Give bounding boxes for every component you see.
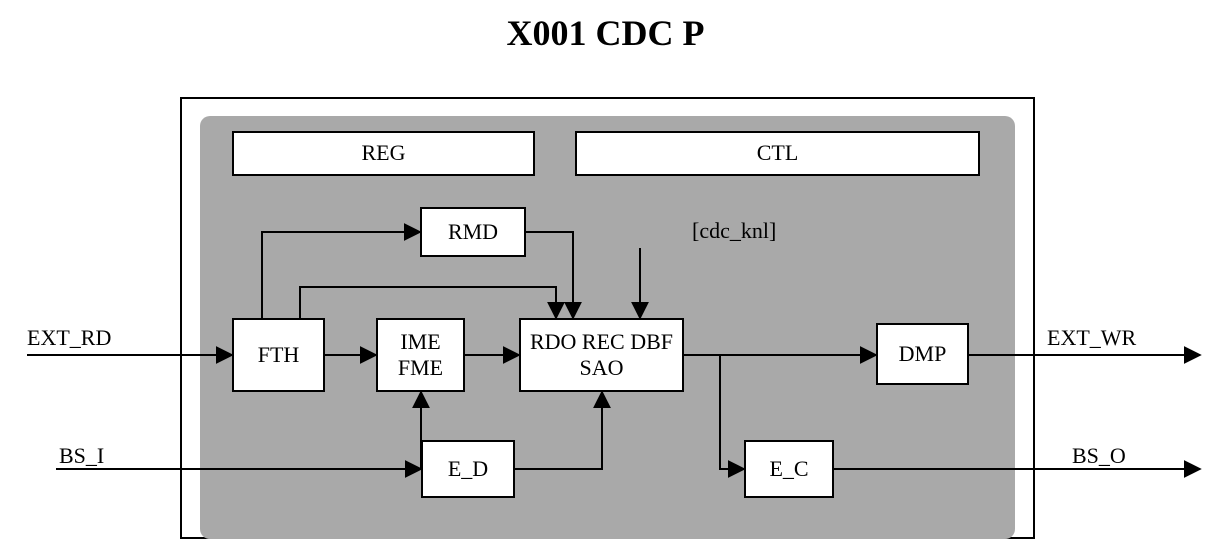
edge-RMD>RDO: [526, 232, 573, 318]
edges-layer: [0, 0, 1211, 539]
node-rmd: RMD: [420, 207, 526, 257]
node-ime: IME FME: [376, 318, 465, 392]
edge-RDO>EC: [684, 355, 744, 469]
node-ctl: CTL: [575, 131, 980, 176]
node-fth: FTH: [232, 318, 325, 392]
edge-FTH>RDO_top: [300, 287, 556, 318]
label-bs_i: BS_I: [59, 443, 104, 469]
node-ec: E_C: [744, 440, 834, 498]
label-cdc_knl: [cdc_knl]: [692, 218, 776, 244]
node-dmp: DMP: [876, 323, 969, 385]
node-reg: REG: [232, 131, 535, 176]
node-rdo: RDO REC DBF SAO: [519, 318, 684, 392]
node-ed: E_D: [421, 440, 515, 498]
label-bs_o: BS_O: [1072, 443, 1126, 469]
label-ext_wr: EXT_WR: [1047, 325, 1136, 351]
edge-ED>RDO: [515, 392, 602, 469]
diagram-canvas: X001 CDC PREGCTLRMDFTHIME FMERDO REC DBF…: [0, 0, 1211, 539]
edge-FTH>RMD: [262, 232, 420, 318]
label-ext_rd: EXT_RD: [27, 325, 111, 351]
